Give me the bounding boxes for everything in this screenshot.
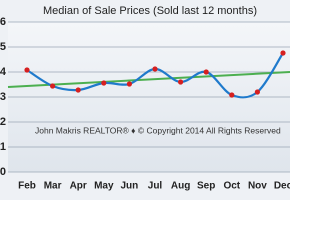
y-tick-label: 2 (0, 116, 6, 128)
data-point (101, 80, 107, 86)
x-tick-label: Jul (148, 181, 163, 192)
data-point (75, 87, 81, 93)
chart-title: Median of Sale Prices (Sold last 12 mont… (43, 5, 257, 17)
data-point (50, 83, 56, 89)
x-tick-label: Nov (248, 181, 267, 192)
data-point (126, 81, 132, 87)
page: {"chart_data": {"type": "line", "title":… (0, 0, 290, 200)
trend-line (7, 71, 290, 88)
x-tick-label: Oct (223, 181, 240, 192)
x-tick-label: Mar (44, 181, 62, 192)
x-tick-label: Sep (197, 181, 215, 192)
x-tick-label: Jun (121, 181, 139, 192)
data-point (254, 89, 260, 95)
data-point (178, 79, 184, 85)
chart: Median of Sale Prices (Sold last 12 mont… (0, 0, 290, 200)
x-tick-label: Dec (274, 181, 290, 192)
y-tick-label: 6 (0, 16, 6, 28)
x-tick-label: Aug (171, 181, 190, 192)
y-tick-label: 0 (0, 166, 6, 178)
data-point (24, 67, 30, 73)
y-tick-label: 5 (0, 41, 6, 53)
data-point (280, 50, 286, 56)
x-tick-label: Apr (70, 181, 87, 192)
x-tick-label: May (94, 181, 114, 192)
y-tick-label: 1 (0, 141, 6, 153)
annotation: John Makris REALTOR® ♦ © Copyright 2014 … (35, 125, 281, 135)
y-tick-label: 4 (0, 66, 7, 78)
y-tick-label: 3 (0, 91, 6, 103)
data-point (203, 69, 209, 75)
x-tick-label: Feb (18, 181, 36, 192)
data-point (152, 66, 158, 72)
data-point (229, 92, 235, 98)
